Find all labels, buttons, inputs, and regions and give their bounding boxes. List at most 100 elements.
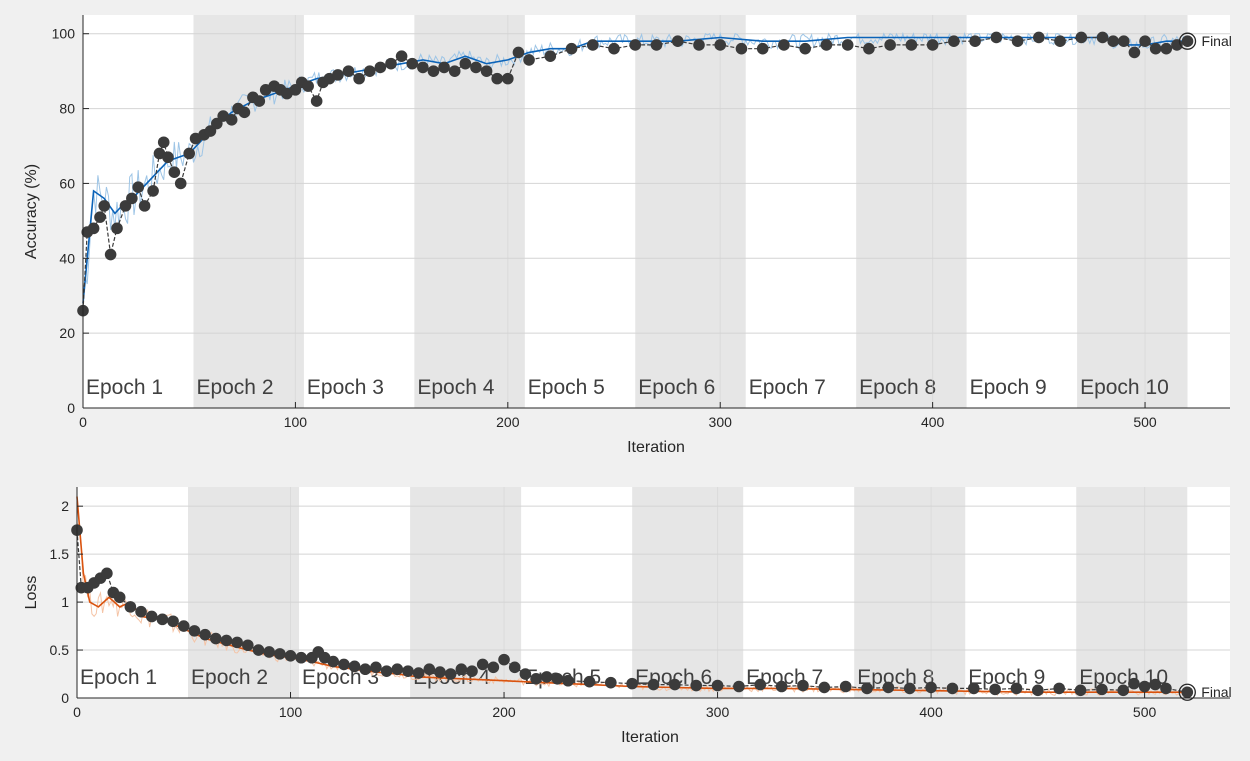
validation-point — [586, 39, 599, 51]
validation-point — [1054, 35, 1066, 47]
validation-point — [348, 660, 361, 673]
y-tick-label: 1 — [61, 594, 69, 610]
validation-point — [231, 636, 243, 649]
validation-point — [156, 613, 169, 626]
y-tick-label: 60 — [59, 175, 75, 191]
x-tick-label: 400 — [919, 704, 943, 720]
validation-point — [1128, 46, 1141, 59]
validation-point — [735, 42, 748, 55]
validation-point — [417, 61, 429, 74]
validation-point — [544, 50, 557, 62]
final-label: Final — [1201, 684, 1231, 700]
validation-point — [778, 39, 790, 51]
epoch-label: Epoch 2 — [196, 376, 273, 399]
x-tick-label: 200 — [492, 704, 516, 720]
validation-point — [145, 610, 158, 623]
validation-point — [839, 680, 852, 693]
validation-point — [104, 248, 117, 261]
validation-point — [188, 625, 201, 637]
epoch-band — [632, 487, 744, 698]
validation-point — [338, 658, 350, 671]
validation-point — [480, 65, 493, 77]
validation-point — [989, 683, 1001, 696]
validation-point — [448, 65, 461, 77]
validation-point — [946, 682, 959, 695]
epoch-band — [854, 487, 966, 698]
validation-point — [512, 46, 525, 59]
validation-point — [238, 106, 251, 119]
epoch-label: Epoch 1 — [80, 666, 157, 689]
validation-point — [1032, 684, 1044, 697]
epoch-label: Epoch 5 — [528, 376, 605, 399]
validation-point — [1149, 42, 1162, 55]
validation-point — [990, 31, 1003, 44]
epoch-label: Epoch 3 — [307, 376, 384, 399]
validation-point — [167, 615, 179, 628]
validation-point — [1117, 684, 1130, 697]
validation-point — [903, 682, 916, 695]
x-tick-label: 0 — [73, 704, 81, 720]
validation-point — [132, 181, 145, 193]
validation-point — [370, 661, 382, 674]
validation-point — [327, 655, 340, 668]
x-tick-label: 500 — [1133, 414, 1157, 430]
validation-point — [101, 567, 113, 580]
validation-point — [135, 605, 147, 618]
y-tick-label: 80 — [59, 101, 75, 117]
validation-point — [969, 35, 981, 47]
validation-point — [138, 200, 151, 212]
y-tick-label: 0 — [67, 400, 75, 416]
validation-point — [1139, 35, 1151, 47]
validation-point — [253, 95, 266, 107]
final-marker-ring — [1178, 683, 1196, 701]
x-tick-label: 0 — [79, 414, 87, 430]
validation-point — [967, 682, 980, 695]
validation-point — [502, 72, 514, 85]
validation-point — [799, 42, 811, 55]
epoch-label: Epoch 3 — [302, 666, 379, 689]
validation-point — [530, 673, 542, 685]
validation-point — [98, 200, 111, 212]
validation-point — [295, 651, 307, 664]
epoch-label: Epoch 4 — [417, 376, 494, 399]
epoch-label: Epoch 9 — [968, 666, 1045, 689]
validation-point — [1160, 42, 1173, 55]
validation-point — [310, 95, 323, 107]
epoch-label: Epoch 7 — [749, 376, 826, 399]
validation-point — [359, 663, 372, 676]
validation-point — [565, 42, 578, 55]
validation-point — [1138, 680, 1151, 693]
validation-line — [76, 530, 1188, 693]
validation-point — [775, 680, 788, 693]
validation-point — [540, 671, 553, 683]
validation-point — [690, 679, 703, 692]
validation-point — [423, 663, 436, 676]
validation-point — [459, 57, 472, 70]
validation-point — [147, 185, 159, 197]
y-tick-label: 100 — [52, 26, 76, 42]
y-tick-label: 0.5 — [50, 642, 70, 658]
validation-point — [183, 147, 196, 160]
validation-point — [1107, 35, 1119, 47]
validation-point — [562, 674, 574, 687]
x-axis-label: Iteration — [627, 439, 685, 456]
validation-point — [157, 136, 170, 149]
validation-point — [87, 222, 100, 235]
validation-point — [926, 39, 939, 51]
final-marker-ring — [1178, 32, 1197, 50]
validation-point — [177, 620, 190, 632]
epoch-band — [635, 15, 746, 408]
validation-point — [626, 677, 638, 690]
validation-point — [1011, 35, 1024, 47]
x-axis-label: Iteration — [621, 729, 679, 746]
validation-point — [629, 39, 642, 51]
validation-point — [363, 65, 376, 77]
validation-point — [466, 665, 478, 677]
validation-point — [209, 632, 222, 645]
validation-point — [1160, 682, 1172, 695]
validation-point — [604, 676, 617, 689]
validation-point — [332, 69, 344, 81]
validation-point — [427, 65, 440, 77]
validation-point — [519, 668, 532, 680]
